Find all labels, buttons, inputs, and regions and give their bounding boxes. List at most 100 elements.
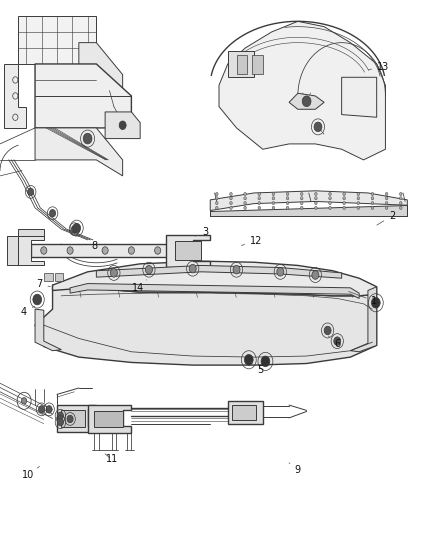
Bar: [94, 411, 123, 427]
Circle shape: [83, 133, 92, 144]
Circle shape: [128, 247, 134, 254]
Circle shape: [371, 192, 374, 196]
Circle shape: [261, 356, 270, 367]
Text: 14: 14: [132, 280, 147, 293]
Polygon shape: [35, 309, 61, 351]
Polygon shape: [166, 235, 210, 266]
Text: 10: 10: [22, 466, 39, 480]
Polygon shape: [53, 261, 377, 296]
Polygon shape: [31, 244, 193, 257]
Circle shape: [302, 96, 311, 107]
Circle shape: [371, 197, 374, 200]
Text: 11: 11: [105, 454, 118, 464]
Polygon shape: [289, 93, 324, 109]
Circle shape: [328, 192, 331, 196]
Circle shape: [215, 192, 218, 196]
Circle shape: [399, 197, 402, 200]
Circle shape: [343, 197, 346, 200]
Polygon shape: [350, 287, 377, 352]
Bar: [44, 273, 53, 281]
Text: 2: 2: [377, 211, 395, 225]
Circle shape: [215, 201, 218, 205]
Circle shape: [286, 206, 289, 209]
Circle shape: [357, 201, 360, 205]
Circle shape: [258, 201, 261, 205]
Circle shape: [272, 192, 275, 196]
Polygon shape: [342, 77, 377, 117]
Circle shape: [314, 206, 317, 209]
Circle shape: [272, 197, 275, 200]
Circle shape: [357, 206, 360, 209]
Circle shape: [334, 337, 341, 345]
Circle shape: [343, 192, 346, 196]
Polygon shape: [96, 265, 342, 278]
Circle shape: [21, 398, 27, 404]
Circle shape: [233, 265, 240, 274]
Polygon shape: [18, 16, 96, 64]
Circle shape: [286, 192, 289, 196]
Circle shape: [230, 206, 232, 209]
Circle shape: [33, 294, 42, 305]
Polygon shape: [210, 205, 407, 216]
Circle shape: [314, 201, 317, 205]
Circle shape: [314, 192, 317, 196]
Circle shape: [215, 197, 218, 200]
Circle shape: [258, 197, 261, 200]
Circle shape: [357, 192, 360, 196]
Circle shape: [145, 265, 152, 274]
Circle shape: [244, 197, 247, 200]
Text: 13: 13: [368, 62, 389, 71]
Circle shape: [300, 192, 303, 196]
Bar: [61, 410, 85, 427]
Circle shape: [385, 206, 388, 209]
Polygon shape: [105, 112, 140, 139]
Circle shape: [230, 201, 232, 205]
Circle shape: [385, 197, 388, 200]
Circle shape: [57, 418, 64, 426]
Polygon shape: [35, 285, 377, 365]
Circle shape: [328, 206, 331, 209]
Polygon shape: [35, 64, 131, 128]
Polygon shape: [18, 229, 44, 236]
Circle shape: [343, 201, 346, 205]
Circle shape: [371, 206, 374, 209]
Bar: [228, 51, 254, 77]
Text: 5: 5: [251, 361, 264, 375]
Polygon shape: [219, 21, 385, 160]
Circle shape: [324, 326, 331, 335]
Circle shape: [300, 206, 303, 209]
Circle shape: [244, 206, 247, 209]
Circle shape: [314, 197, 317, 200]
Polygon shape: [4, 64, 26, 128]
Circle shape: [258, 192, 261, 196]
Polygon shape: [7, 236, 18, 265]
Polygon shape: [210, 191, 407, 211]
Circle shape: [244, 192, 247, 196]
Bar: [175, 241, 201, 260]
Circle shape: [67, 415, 73, 423]
Bar: [252, 55, 263, 74]
Circle shape: [39, 406, 45, 413]
Text: 4: 4: [21, 306, 35, 317]
Circle shape: [102, 247, 108, 254]
Circle shape: [244, 201, 247, 205]
Circle shape: [119, 121, 126, 130]
Circle shape: [272, 201, 275, 205]
Circle shape: [357, 197, 360, 200]
Polygon shape: [88, 405, 131, 433]
Circle shape: [328, 197, 331, 200]
Circle shape: [312, 271, 319, 279]
Circle shape: [328, 201, 331, 205]
Circle shape: [189, 264, 196, 273]
Circle shape: [399, 192, 402, 196]
Circle shape: [399, 206, 402, 209]
Polygon shape: [79, 43, 123, 96]
Circle shape: [371, 201, 374, 205]
Bar: [55, 273, 63, 281]
Circle shape: [385, 201, 388, 205]
Circle shape: [286, 201, 289, 205]
Circle shape: [300, 197, 303, 200]
Circle shape: [230, 192, 232, 196]
Circle shape: [343, 206, 346, 209]
Circle shape: [277, 268, 284, 276]
